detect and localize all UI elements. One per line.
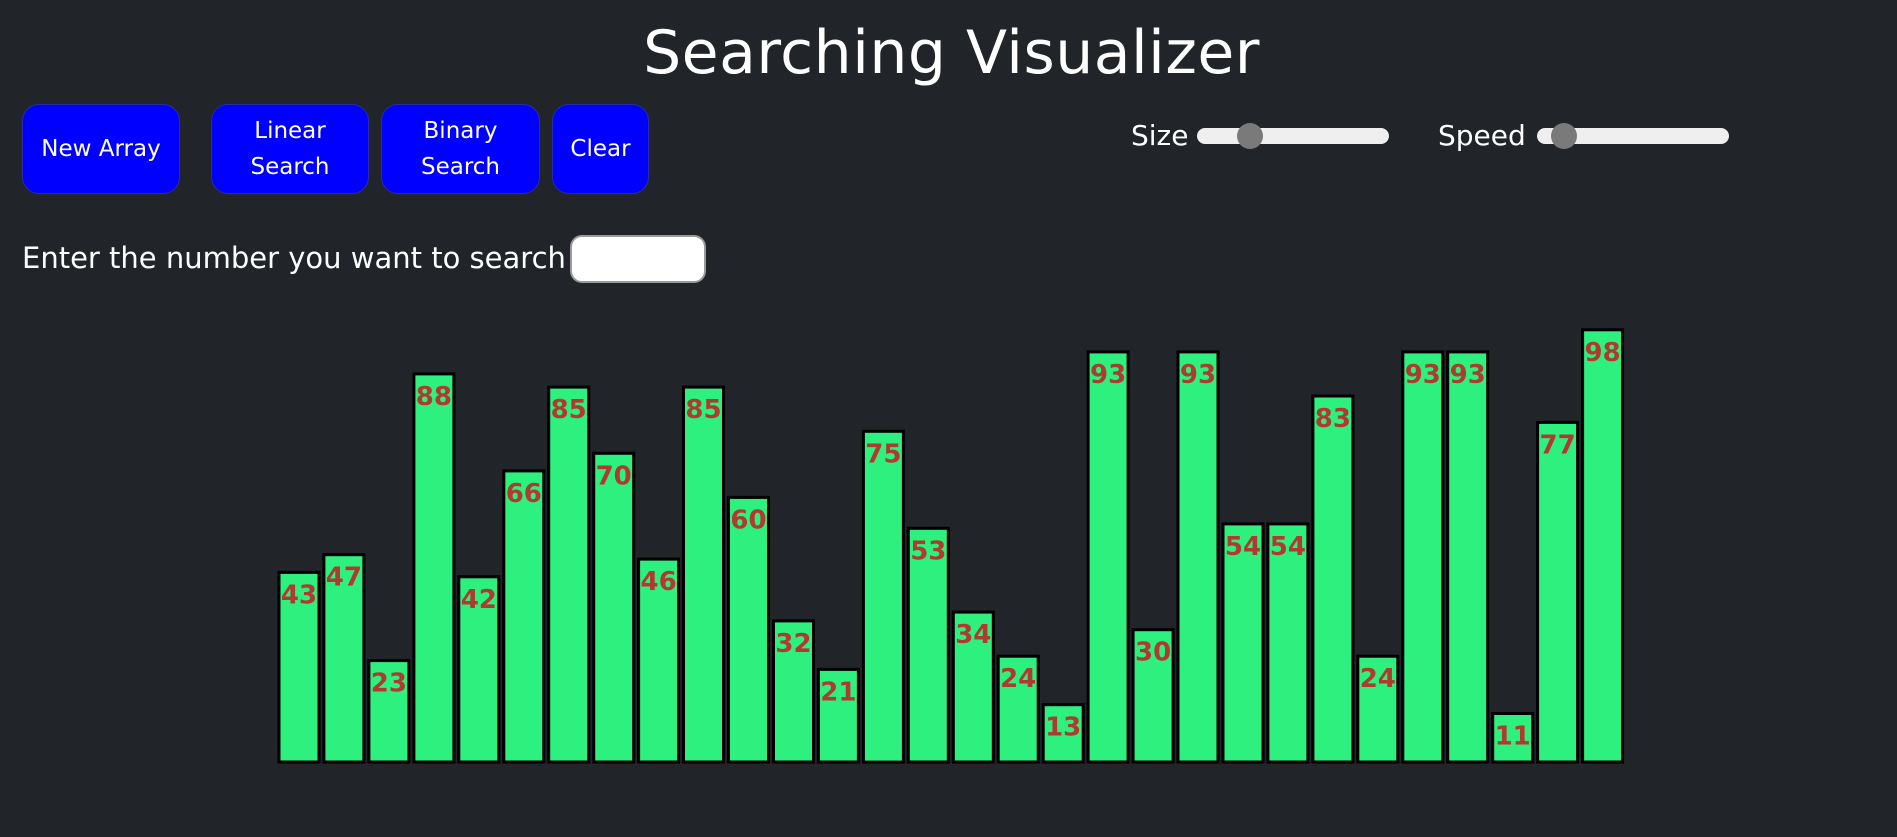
- bar: [457, 575, 501, 764]
- bar: [1581, 328, 1625, 764]
- bar-value-label: 43: [281, 580, 317, 610]
- bar-value-label: 13: [1045, 713, 1081, 743]
- bar-value-label: 30: [1135, 638, 1171, 668]
- speed-slider[interactable]: [1537, 123, 1729, 149]
- bar: [727, 495, 770, 764]
- bar-value-label: 85: [685, 395, 721, 425]
- bar: [1266, 522, 1310, 764]
- bar-value-label: 77: [1540, 430, 1576, 460]
- bar-value-label: 24: [1000, 664, 1036, 694]
- bar: [1356, 654, 1400, 764]
- binary-search-button[interactable]: Binary Search: [381, 104, 540, 194]
- bar: [412, 372, 456, 764]
- bar-value-label: 21: [820, 677, 856, 707]
- bar-value-label: 54: [1270, 532, 1306, 562]
- bar: [502, 469, 546, 764]
- bar-value-label: 23: [371, 669, 407, 699]
- bar: [1401, 350, 1445, 764]
- clear-button[interactable]: Clear: [552, 104, 649, 194]
- bar-value-label: 98: [1585, 338, 1621, 368]
- new-array-button[interactable]: New Array: [22, 104, 180, 194]
- bar-value-label: 42: [461, 585, 497, 615]
- bar: [861, 429, 905, 764]
- bar: [1221, 522, 1265, 764]
- bar-value-label: 75: [865, 439, 901, 469]
- page-title: Searching Visualizer: [643, 18, 1260, 88]
- bar: [592, 451, 636, 764]
- bar: [772, 619, 815, 764]
- bar-value-label: 83: [1315, 404, 1351, 434]
- bar: [1536, 420, 1580, 764]
- search-input[interactable]: [570, 235, 706, 283]
- linear-search-button[interactable]: Linear Search: [211, 104, 369, 194]
- bar-value-label: 54: [1225, 532, 1261, 562]
- bar: [1176, 350, 1220, 764]
- bar-value-label: 11: [1495, 722, 1531, 752]
- bar-value-label: 47: [326, 563, 362, 593]
- bar-value-label: 93: [1180, 360, 1216, 390]
- bar-value-label: 93: [1090, 360, 1126, 390]
- bar: [637, 557, 681, 764]
- bar: [816, 667, 860, 764]
- bar-value-label: 93: [1405, 360, 1441, 390]
- bar-value-label: 88: [416, 382, 452, 412]
- bar: [682, 385, 725, 764]
- search-prompt: Enter the number you want to search: [22, 241, 566, 275]
- size-slider[interactable]: [1197, 123, 1389, 149]
- bar: [367, 659, 411, 764]
- bar: [1446, 350, 1490, 764]
- speed-slider-handle[interactable]: [1551, 123, 1577, 149]
- bar: [1311, 394, 1355, 764]
- bar-value-label: 70: [596, 461, 632, 491]
- bar-value-label: 93: [1450, 360, 1486, 390]
- bar-value-label: 60: [730, 505, 766, 535]
- bar-value-label: 32: [775, 629, 811, 659]
- bar: [1491, 712, 1535, 764]
- bar: [322, 553, 366, 764]
- bar: [1041, 703, 1085, 764]
- size-label: Size: [1131, 119, 1189, 152]
- bar-value-label: 34: [955, 620, 991, 650]
- bar-value-label: 53: [910, 536, 946, 566]
- bar: [996, 654, 1040, 764]
- bar: [951, 610, 995, 764]
- bar: [547, 385, 591, 764]
- speed-label: Speed: [1438, 119, 1526, 152]
- size-slider-handle[interactable]: [1237, 123, 1263, 149]
- bar: [277, 570, 321, 764]
- bar-value-label: 24: [1360, 664, 1396, 694]
- bar: [1086, 350, 1130, 764]
- bar-value-label: 66: [506, 479, 542, 509]
- bar-value-label: 46: [641, 567, 677, 597]
- bar: [906, 526, 950, 764]
- bar-value-label: 85: [551, 395, 587, 425]
- bar: [1131, 628, 1175, 764]
